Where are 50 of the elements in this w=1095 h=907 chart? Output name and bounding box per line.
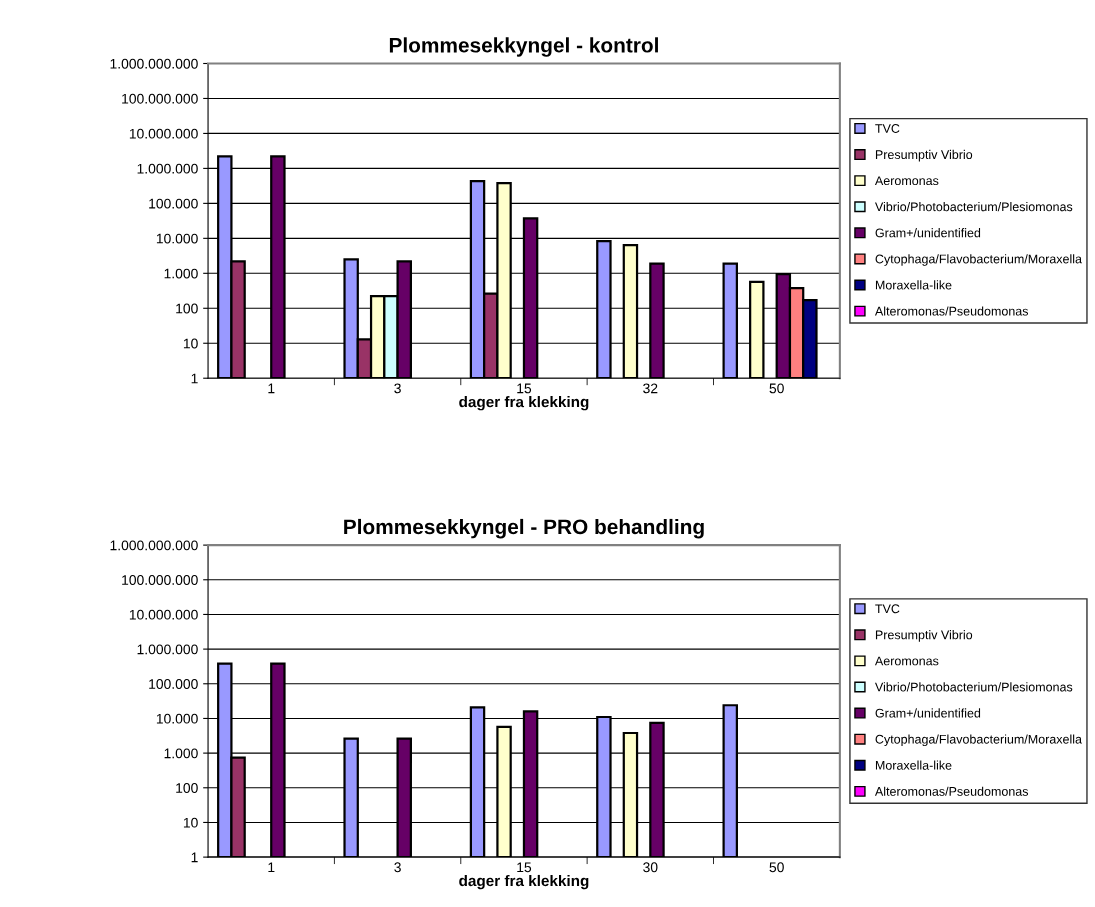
legend-label: TVC	[875, 604, 900, 614]
legend-label: Vibrio/Photobacterium/Plesiomonas	[874, 682, 1073, 692]
y-tick-label: 100.000	[149, 198, 198, 209]
legend-label: Alteromonas/Pseudomonas	[874, 786, 1029, 796]
y-tick-label: 1	[191, 373, 198, 384]
y-tick-label: 100	[176, 303, 198, 314]
chart-title: Plommesekkyngel - kontrol	[389, 37, 658, 57]
legend-label: Vibrio/Photobacterium/Plesiomonas	[874, 202, 1073, 212]
legend-label: Aeromonas	[874, 176, 939, 186]
y-tick-label: 1.000	[164, 748, 198, 759]
x-tick-label: 3	[394, 862, 401, 873]
y-tick-label: 100.000.000	[122, 575, 198, 585]
x-tick-label: 50	[769, 862, 784, 873]
legend-label: Moraxella-like	[875, 760, 952, 770]
y-tick-label: 1.000.000	[137, 644, 198, 655]
y-tick-label: 10	[183, 817, 198, 828]
x-tick-label: 3	[394, 383, 401, 394]
x-tick-label: 1	[268, 383, 275, 394]
legend-label: Moraxella-like	[875, 280, 952, 290]
legend-label: Gram+/unidentified	[875, 708, 981, 718]
y-tick-label: 1.000.000.000	[110, 540, 198, 551]
legend-label: Cytophaga/Flavobacterium/Moraxella	[875, 254, 1082, 266]
y-tick-label: 10.000.000	[129, 609, 198, 620]
y-tick-label: 10.000	[156, 233, 198, 244]
x-axis-title: dager fra klekking	[459, 874, 589, 890]
y-tick-label: 100.000.000	[122, 93, 198, 104]
legend-label: Presumptiv Vibrio	[875, 149, 973, 162]
legend-label: Aeromonas	[874, 656, 939, 666]
x-axis-title: dager fra klekking	[459, 396, 589, 411]
legend-label: TVC	[875, 124, 900, 133]
y-tick-label: 100.000	[149, 679, 198, 689]
x-tick-label: 50	[769, 383, 784, 394]
x-tick-label: 1	[268, 862, 275, 873]
y-tick-label: 10	[183, 338, 198, 349]
x-tick-label: 32	[643, 383, 658, 394]
y-tick-label: 100	[176, 783, 198, 793]
y-tick-label: 1.000	[164, 268, 198, 279]
y-tick-label: 1.000.000	[137, 163, 198, 174]
x-tick-label: 15	[517, 383, 532, 394]
y-tick-label: 1	[191, 852, 198, 863]
y-tick-label: 1.000.000.000	[110, 58, 198, 69]
legend-label: Alteromonas/Pseudomonas	[874, 306, 1029, 316]
legend-label: Presumptiv Vibrio	[875, 630, 973, 642]
x-tick-label: 30	[643, 862, 658, 873]
x-tick-label: 15	[517, 862, 532, 873]
legend-label: Cytophaga/Flavobacterium/Moraxella	[875, 734, 1082, 747]
chart-title: Plommesekkyngel - PRO behandling	[344, 518, 704, 539]
y-tick-label: 10.000.000	[129, 128, 198, 139]
y-tick-label: 10.000	[156, 713, 198, 724]
legend-label: Gram+/unidentified	[875, 228, 981, 238]
